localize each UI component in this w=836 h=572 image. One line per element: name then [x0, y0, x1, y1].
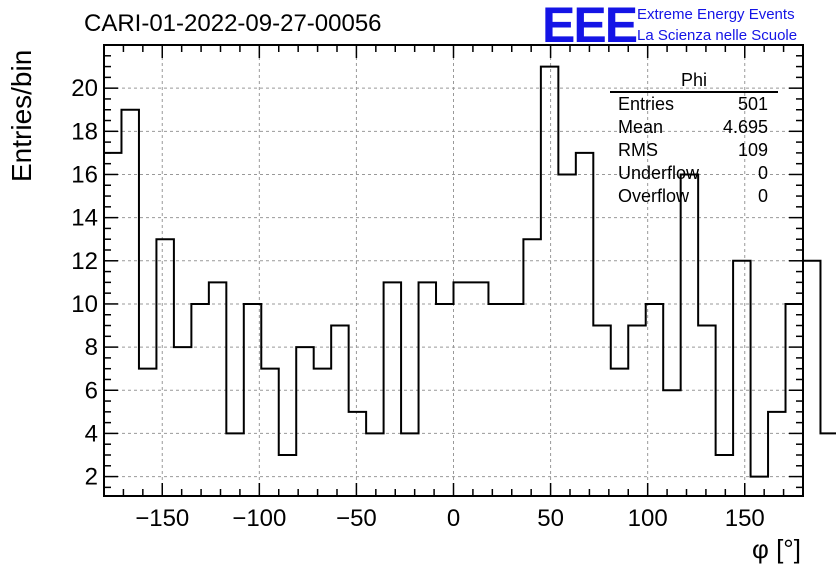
histogram-bin — [191, 304, 208, 496]
stats-label: RMS — [618, 140, 658, 160]
histogram-bin — [454, 282, 471, 496]
y-tick-label: 18 — [71, 118, 98, 145]
histogram-bin — [261, 369, 278, 496]
x-tick-label: 0 — [447, 505, 460, 532]
histogram-bin — [716, 455, 733, 496]
stats-value: 4.695 — [722, 117, 768, 137]
stats-value: 0 — [757, 163, 768, 183]
y-tick-label: 2 — [85, 464, 98, 491]
histogram-bin — [349, 412, 366, 496]
histogram-bin — [384, 282, 401, 496]
stats-value: 109 — [737, 140, 768, 160]
y-tick-label: 20 — [71, 75, 98, 102]
histogram-bin — [803, 261, 820, 496]
stats-label: Mean — [618, 117, 664, 137]
histogram-bin — [768, 412, 785, 496]
x-tick-label: 50 — [537, 505, 564, 532]
histogram-bin — [471, 282, 488, 496]
y-tick-label: 4 — [85, 420, 98, 447]
x-tick-label: 100 — [628, 505, 668, 532]
histogram-bin — [663, 390, 680, 496]
histogram-bin — [174, 347, 191, 496]
stats-label: Overflow — [618, 186, 690, 206]
histogram-bin — [541, 67, 558, 496]
stats-row-mean: Mean 4.695 — [610, 116, 778, 139]
histogram-bin — [156, 239, 173, 496]
histogram-bin — [558, 174, 575, 496]
histogram-bin — [121, 110, 138, 496]
stats-row-underflow: Underflow 0 — [610, 162, 778, 185]
logo-line-2: La Scienza nelle Scuole — [637, 27, 798, 44]
y-tick-label: 16 — [71, 161, 98, 188]
y-tick-label: 8 — [85, 334, 98, 361]
histogram-bin — [751, 477, 768, 496]
chart-title: CARI-01-2022-09-27-00056 — [84, 10, 382, 37]
x-tick-label: 150 — [725, 505, 765, 532]
histogram-bin — [698, 326, 715, 496]
stats-row-rms: RMS 109 — [610, 139, 778, 162]
histogram-bin — [296, 347, 313, 496]
x-tick-label: −100 — [232, 505, 286, 532]
histogram-bin — [523, 239, 540, 496]
x-tick-label: −50 — [336, 505, 377, 532]
histogram-bin — [401, 433, 418, 496]
histogram-bin — [628, 326, 645, 496]
histogram-bin — [419, 282, 436, 496]
histogram-bin — [681, 174, 698, 496]
histogram-bin — [279, 455, 296, 496]
x-tick-label: −150 — [135, 505, 189, 532]
histogram-bin — [209, 282, 226, 496]
histogram-bin — [331, 326, 348, 496]
histogram-bin — [488, 304, 505, 496]
histogram-bin — [646, 304, 663, 496]
y-tick-label: 12 — [71, 248, 98, 275]
logo-caption: Extreme Energy Events La Scienza nelle S… — [637, 4, 797, 46]
histogram-bin — [436, 304, 453, 496]
logo-line-1: Extreme Energy Events — [637, 6, 795, 23]
histogram-bin — [314, 369, 331, 496]
y-axis-label: Entries/bin — [6, 49, 37, 182]
stats-label: Entries — [618, 94, 675, 114]
histogram-bin — [244, 304, 261, 496]
stats-row-entries: Entries 501 — [610, 93, 778, 116]
y-tick-label: 14 — [71, 205, 98, 232]
stats-box: Phi Entries 501 Mean 4.695 RMS 109 Under… — [610, 70, 778, 208]
y-tick-label: 6 — [85, 377, 98, 404]
stats-title: Phi — [610, 70, 778, 93]
histogram-bin — [611, 369, 628, 496]
histogram-bin — [576, 153, 593, 496]
eee-logo: EEE — [542, 0, 638, 53]
histogram-bin — [786, 304, 803, 496]
histogram-bin — [366, 433, 383, 496]
histogram-outline — [104, 65, 836, 478]
y-tick-label: 10 — [71, 291, 98, 318]
stats-row-overflow: Overflow 0 — [610, 185, 778, 208]
stats-value: 501 — [737, 94, 768, 114]
histogram-bin — [593, 326, 610, 496]
histogram-bin — [733, 261, 750, 496]
stats-label: Underflow — [618, 163, 700, 183]
histogram-bin — [139, 369, 156, 496]
histogram-bin — [506, 304, 523, 496]
histogram-bin — [820, 433, 836, 496]
stats-value: 0 — [757, 186, 768, 206]
x-axis-label: φ [°] — [752, 534, 801, 564]
histogram-bin — [226, 433, 243, 496]
